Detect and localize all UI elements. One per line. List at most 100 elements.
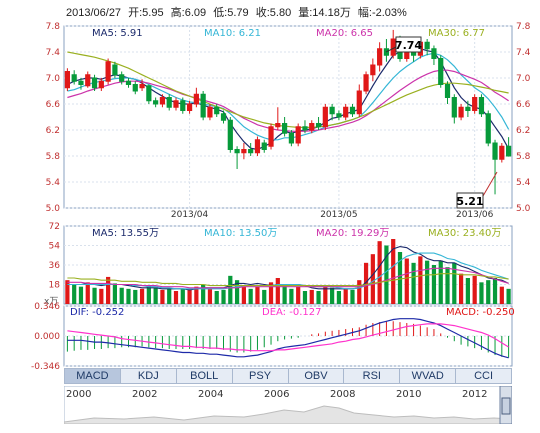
low-callout: 5.21 xyxy=(456,171,498,209)
volume-bar xyxy=(106,276,111,304)
volume-bar xyxy=(207,288,213,304)
quote-close: 收:5.80 xyxy=(255,7,292,19)
candle-body xyxy=(159,97,166,105)
tab-wvad[interactable]: WVAD xyxy=(400,369,457,383)
volume-bar xyxy=(411,262,416,304)
candle-body xyxy=(98,80,104,89)
volume-bar xyxy=(268,282,274,304)
volume-bar xyxy=(255,286,260,304)
low-callout-text: 5.21 xyxy=(456,195,483,208)
volume-bar xyxy=(472,275,477,304)
candle-body xyxy=(363,74,369,92)
candle-body xyxy=(254,139,261,154)
price-x-tick: 2013/05 xyxy=(320,210,357,220)
price-y-tick-right: 6.2 xyxy=(516,126,530,136)
candle-body xyxy=(173,100,179,108)
volume-bar xyxy=(377,241,382,304)
volume-bar xyxy=(363,262,369,304)
volume-bar xyxy=(234,280,240,304)
volume-bar xyxy=(146,285,151,304)
candle-body xyxy=(132,84,138,92)
price-x-axis: 2013/04 2013/05 2013/06 xyxy=(171,210,494,220)
price-legend-ma5: MA5: 5.91 xyxy=(92,28,143,39)
candle-body xyxy=(349,106,356,115)
price-y-tick-right: 7.0 xyxy=(516,74,531,84)
volume-bar xyxy=(316,291,321,304)
candle-body xyxy=(153,100,159,105)
volume-bar xyxy=(425,260,430,304)
quote-volume: 量:14.18万 xyxy=(298,7,351,19)
volume-bar xyxy=(357,280,362,304)
volume-bar xyxy=(479,282,484,304)
volume-bar xyxy=(275,278,280,304)
volume-bar xyxy=(418,256,423,304)
price-y-tick-left: 7.0 xyxy=(46,74,61,84)
volume-bar xyxy=(302,291,308,304)
history-navigator[interactable]: 2000 2002 2004 2006 2008 2010 2012 xyxy=(64,386,512,424)
tab-boll[interactable]: BOLL xyxy=(177,369,233,383)
candle-body xyxy=(275,123,281,128)
navigator-year: 2012 xyxy=(462,389,487,400)
volume-bar xyxy=(391,239,396,304)
volume-bar xyxy=(465,278,470,304)
volume-ma20-line xyxy=(67,267,509,289)
candle-body xyxy=(78,80,84,85)
candlesticks xyxy=(64,29,512,195)
macd-lines xyxy=(67,318,509,359)
price-y-axis-left: 7.8 7.4 7.0 6.6 6.2 5.8 5.4 5.0 xyxy=(46,22,61,214)
volume-bar xyxy=(78,286,84,304)
volume-ma30-line xyxy=(67,273,509,287)
tab-psy[interactable]: PSY xyxy=(233,369,289,383)
volume-bar xyxy=(282,284,287,304)
volume-y-tick: 72 xyxy=(49,222,60,232)
candle-body xyxy=(465,106,471,111)
volume-legend-ma20: MA20: 19.29万 xyxy=(316,228,389,239)
macd-grid xyxy=(64,305,512,367)
volume-y-tick: 36 xyxy=(49,261,61,271)
volume-bar xyxy=(289,288,294,304)
macd-y-tick: 0.346 xyxy=(34,302,60,312)
volume-bar xyxy=(221,289,226,304)
tab-kdj[interactable]: KDJ xyxy=(121,369,177,383)
candle-body xyxy=(356,90,362,115)
candle-body xyxy=(220,113,227,121)
candle-body xyxy=(499,145,505,160)
candle-body xyxy=(186,103,193,111)
candle-body xyxy=(288,132,294,144)
volume-y-axis: 72 54 36 18 xyxy=(49,222,61,291)
volume-bar xyxy=(119,287,124,304)
price-y-tick-right: 6.6 xyxy=(516,100,531,110)
tab-rsi[interactable]: RSI xyxy=(344,369,401,383)
tab-obv[interactable]: OBV xyxy=(289,369,345,383)
volume-ma-legend: MA5: 13.55万 MA10: 13.50万 MA20: 19.29万 MA30:… xyxy=(92,228,501,239)
volume-bar xyxy=(431,265,437,304)
volume-bar xyxy=(139,288,145,304)
volume-bar xyxy=(492,278,498,304)
volume-bar xyxy=(99,288,104,304)
candle-body xyxy=(451,97,457,118)
volume-bar xyxy=(309,289,314,304)
candle-body xyxy=(227,119,233,150)
volume-bar xyxy=(187,289,192,304)
volume-bar xyxy=(445,267,450,304)
candle-body xyxy=(506,145,512,157)
volume-y-tick: 18 xyxy=(49,281,61,291)
volume-bar xyxy=(438,260,443,304)
tab-macd[interactable]: MACD xyxy=(65,369,121,383)
volume-y-tick: 54 xyxy=(49,242,61,252)
volume-legend-ma10: MA10: 13.50万 xyxy=(204,228,277,239)
navigator-handle[interactable] xyxy=(501,397,511,415)
volume-bar xyxy=(112,283,118,304)
volume-bar xyxy=(370,254,375,304)
volume-bar xyxy=(153,287,158,304)
navigator-year-labels: 2000 2002 2004 2006 2008 2010 2012 xyxy=(66,389,487,400)
high-callout: 7.74 xyxy=(385,36,422,53)
candle-body xyxy=(370,64,376,76)
price-y-tick-left: 7.8 xyxy=(46,22,61,32)
macd-legend: DIF: -0.252 DEA: -0.127 MACD: -0.250 xyxy=(70,307,515,318)
volume-bar xyxy=(262,289,267,304)
volume-bar xyxy=(72,284,77,304)
tab-cci[interactable]: CCI xyxy=(474,370,494,382)
indicator-tabs: MACD KDJ BOLL PSY OBV RSI WVAD CCI xyxy=(64,368,512,384)
